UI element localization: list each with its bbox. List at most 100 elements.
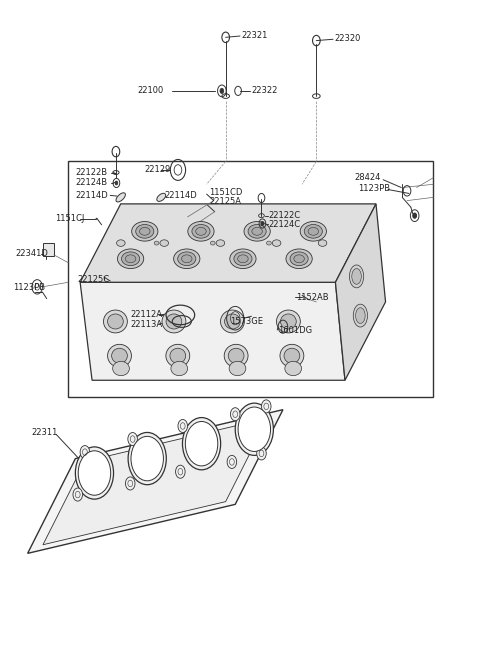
Ellipse shape: [118, 249, 144, 268]
Ellipse shape: [285, 361, 301, 376]
Ellipse shape: [182, 418, 221, 470]
Ellipse shape: [78, 451, 111, 495]
Text: 22100: 22100: [137, 87, 164, 95]
Ellipse shape: [220, 310, 244, 333]
Ellipse shape: [117, 240, 125, 247]
Ellipse shape: [140, 228, 150, 236]
Ellipse shape: [266, 241, 271, 245]
Bar: [68, 161, 433, 397]
Ellipse shape: [284, 348, 300, 363]
Text: 22322: 22322: [251, 87, 277, 95]
Ellipse shape: [300, 222, 326, 241]
Ellipse shape: [128, 432, 166, 485]
Ellipse shape: [162, 310, 186, 333]
Text: 22122C: 22122C: [269, 211, 301, 220]
Circle shape: [413, 213, 417, 218]
Ellipse shape: [108, 344, 132, 367]
Ellipse shape: [216, 240, 225, 247]
Ellipse shape: [171, 361, 188, 376]
Text: 22114D: 22114D: [165, 191, 197, 200]
Polygon shape: [80, 282, 345, 380]
Circle shape: [128, 432, 137, 445]
Circle shape: [178, 419, 188, 432]
Text: 1151CD: 1151CD: [209, 188, 242, 197]
Ellipse shape: [230, 249, 256, 268]
Ellipse shape: [185, 422, 218, 466]
Ellipse shape: [349, 265, 364, 288]
Ellipse shape: [235, 403, 274, 455]
Ellipse shape: [136, 224, 154, 238]
Circle shape: [80, 445, 90, 459]
Text: 1152AB: 1152AB: [296, 293, 329, 302]
Ellipse shape: [252, 228, 263, 236]
Ellipse shape: [174, 249, 200, 268]
Ellipse shape: [225, 314, 240, 329]
Text: 22311: 22311: [31, 428, 57, 437]
Text: 22125A: 22125A: [209, 197, 241, 207]
Ellipse shape: [238, 407, 271, 451]
Ellipse shape: [131, 436, 163, 481]
Ellipse shape: [294, 255, 304, 262]
Circle shape: [125, 477, 135, 490]
Text: 22129: 22129: [144, 165, 171, 174]
Ellipse shape: [353, 304, 368, 327]
Ellipse shape: [238, 255, 248, 262]
Ellipse shape: [170, 348, 186, 363]
Ellipse shape: [280, 344, 304, 367]
Ellipse shape: [116, 193, 125, 202]
Text: 1123PB: 1123PB: [13, 283, 46, 292]
Text: 22114D: 22114D: [75, 191, 108, 200]
Text: 22122B: 22122B: [75, 168, 108, 177]
Circle shape: [73, 488, 83, 501]
Circle shape: [261, 222, 264, 226]
Bar: [43, 243, 54, 256]
Text: 22112A: 22112A: [130, 310, 162, 319]
Text: 22341D: 22341D: [16, 249, 48, 258]
Text: 1151CJ: 1151CJ: [55, 215, 84, 224]
Ellipse shape: [318, 240, 327, 247]
Ellipse shape: [121, 252, 140, 266]
Ellipse shape: [210, 241, 215, 245]
Ellipse shape: [125, 255, 136, 262]
Circle shape: [230, 407, 240, 420]
Ellipse shape: [113, 361, 130, 376]
Text: 22320: 22320: [335, 34, 361, 43]
Polygon shape: [336, 204, 385, 380]
Ellipse shape: [112, 348, 127, 363]
Text: 28424: 28424: [355, 173, 381, 182]
Ellipse shape: [304, 224, 323, 238]
Ellipse shape: [248, 224, 266, 238]
Text: 1601DG: 1601DG: [278, 326, 312, 335]
Ellipse shape: [229, 361, 246, 376]
Ellipse shape: [160, 240, 168, 247]
Polygon shape: [80, 204, 376, 282]
Polygon shape: [43, 419, 268, 544]
Circle shape: [262, 400, 271, 413]
Ellipse shape: [92, 453, 100, 462]
Ellipse shape: [196, 228, 206, 236]
Circle shape: [115, 181, 118, 185]
Ellipse shape: [280, 314, 296, 329]
Ellipse shape: [154, 241, 159, 245]
Circle shape: [220, 89, 224, 94]
Ellipse shape: [108, 314, 123, 329]
Ellipse shape: [181, 255, 192, 262]
Circle shape: [227, 455, 237, 468]
Ellipse shape: [228, 348, 244, 363]
Circle shape: [257, 447, 266, 460]
Ellipse shape: [178, 252, 196, 266]
Text: 1573GE: 1573GE: [230, 317, 264, 326]
Ellipse shape: [132, 222, 158, 241]
Text: 1123PB: 1123PB: [359, 184, 390, 193]
Ellipse shape: [286, 249, 312, 268]
Ellipse shape: [188, 222, 214, 241]
Ellipse shape: [166, 314, 182, 329]
Ellipse shape: [244, 222, 270, 241]
Text: 22125C: 22125C: [78, 274, 110, 283]
Ellipse shape: [356, 308, 365, 323]
Ellipse shape: [352, 268, 361, 284]
Ellipse shape: [145, 440, 154, 449]
Ellipse shape: [308, 228, 319, 236]
Ellipse shape: [199, 426, 207, 436]
Ellipse shape: [234, 252, 252, 266]
